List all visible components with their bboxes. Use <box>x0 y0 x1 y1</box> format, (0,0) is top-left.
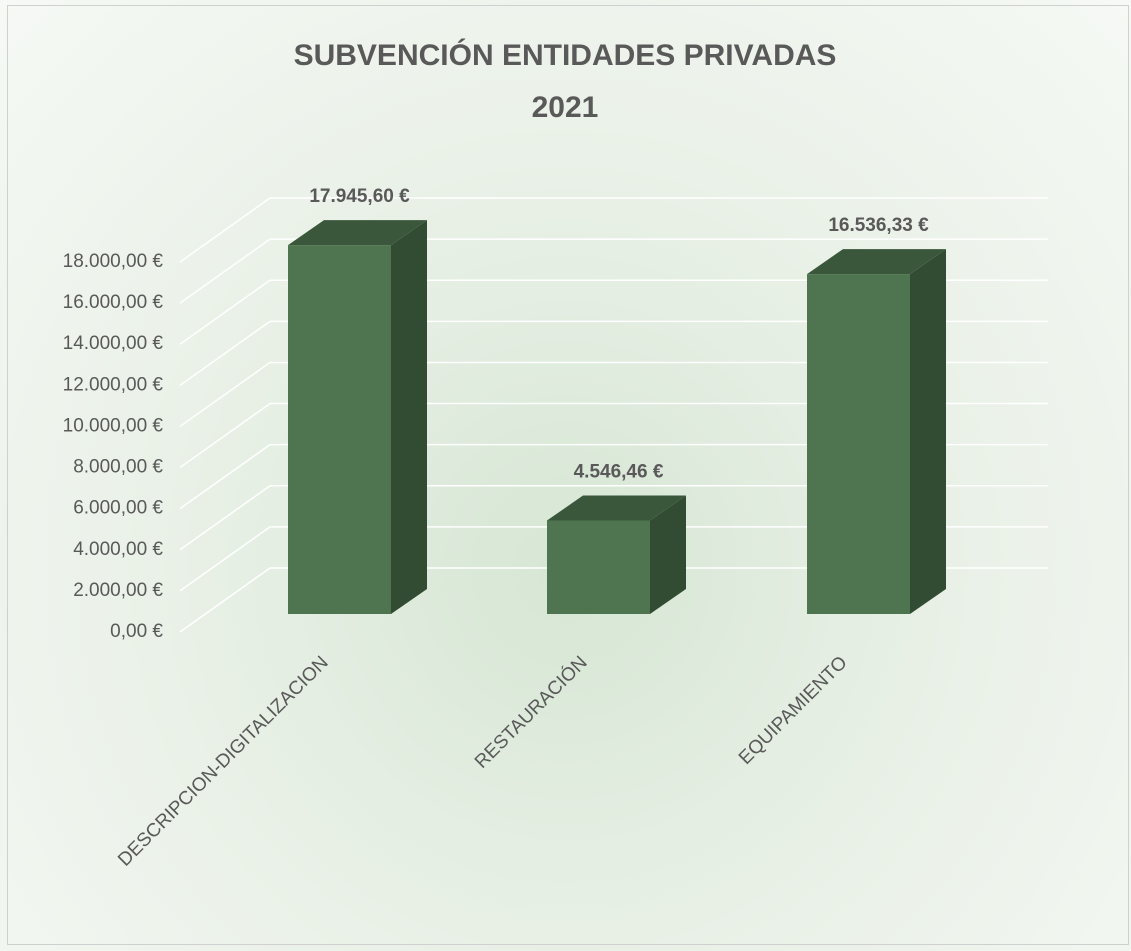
bar-front <box>807 274 910 614</box>
value-label: 16.536,33 € <box>828 215 929 236</box>
bar <box>547 495 686 614</box>
bar-top <box>288 220 427 246</box>
bar-side <box>650 495 686 614</box>
x-tick-label: RESTAURACIÓN <box>470 652 591 773</box>
bar-side <box>910 249 946 614</box>
y-tick-label: 18.000,00 € <box>63 251 164 272</box>
grid-line <box>179 485 271 551</box>
x-tick-label: EQUIPAMIENTO <box>735 652 852 769</box>
grid-line <box>179 444 271 510</box>
y-tick-label: 8.000,00 € <box>73 457 163 478</box>
y-tick-label: 4.000,00 € <box>73 539 163 560</box>
y-tick-label: 16.000,00 € <box>63 292 164 313</box>
bar-front <box>547 520 650 614</box>
bar-top <box>807 249 946 275</box>
bar-side <box>391 220 427 614</box>
grid-line <box>179 402 271 469</box>
chart-border <box>7 5 1129 945</box>
bar-front <box>288 245 391 614</box>
value-label: 17.945,60 € <box>309 186 410 207</box>
y-tick-label: 12.000,00 € <box>63 374 164 395</box>
grid-line <box>179 361 271 428</box>
y-tick-label: 0,00 € <box>110 621 163 642</box>
grid-line <box>179 238 271 304</box>
x-tick-label: DESCRIPCION-DIGITALIZACION <box>114 652 332 870</box>
y-tick-label: 14.000,00 € <box>63 333 164 354</box>
grid-line <box>179 526 271 592</box>
y-tick-label: 2.000,00 € <box>73 580 163 601</box>
bar <box>807 249 946 614</box>
grid-line <box>179 279 271 345</box>
y-tick-label: 6.000,00 € <box>73 498 163 519</box>
grid-line <box>179 567 271 633</box>
value-label: 4.546,46 € <box>574 462 664 483</box>
y-tick-label: 10.000,00 € <box>63 415 164 436</box>
grid-line <box>179 320 271 386</box>
bar-top <box>547 495 686 521</box>
bar <box>288 220 427 614</box>
chart-title: SUBVENCIÓN ENTIDADES PRIVADAS 2021 <box>293 39 837 124</box>
grid-line <box>179 197 271 263</box>
